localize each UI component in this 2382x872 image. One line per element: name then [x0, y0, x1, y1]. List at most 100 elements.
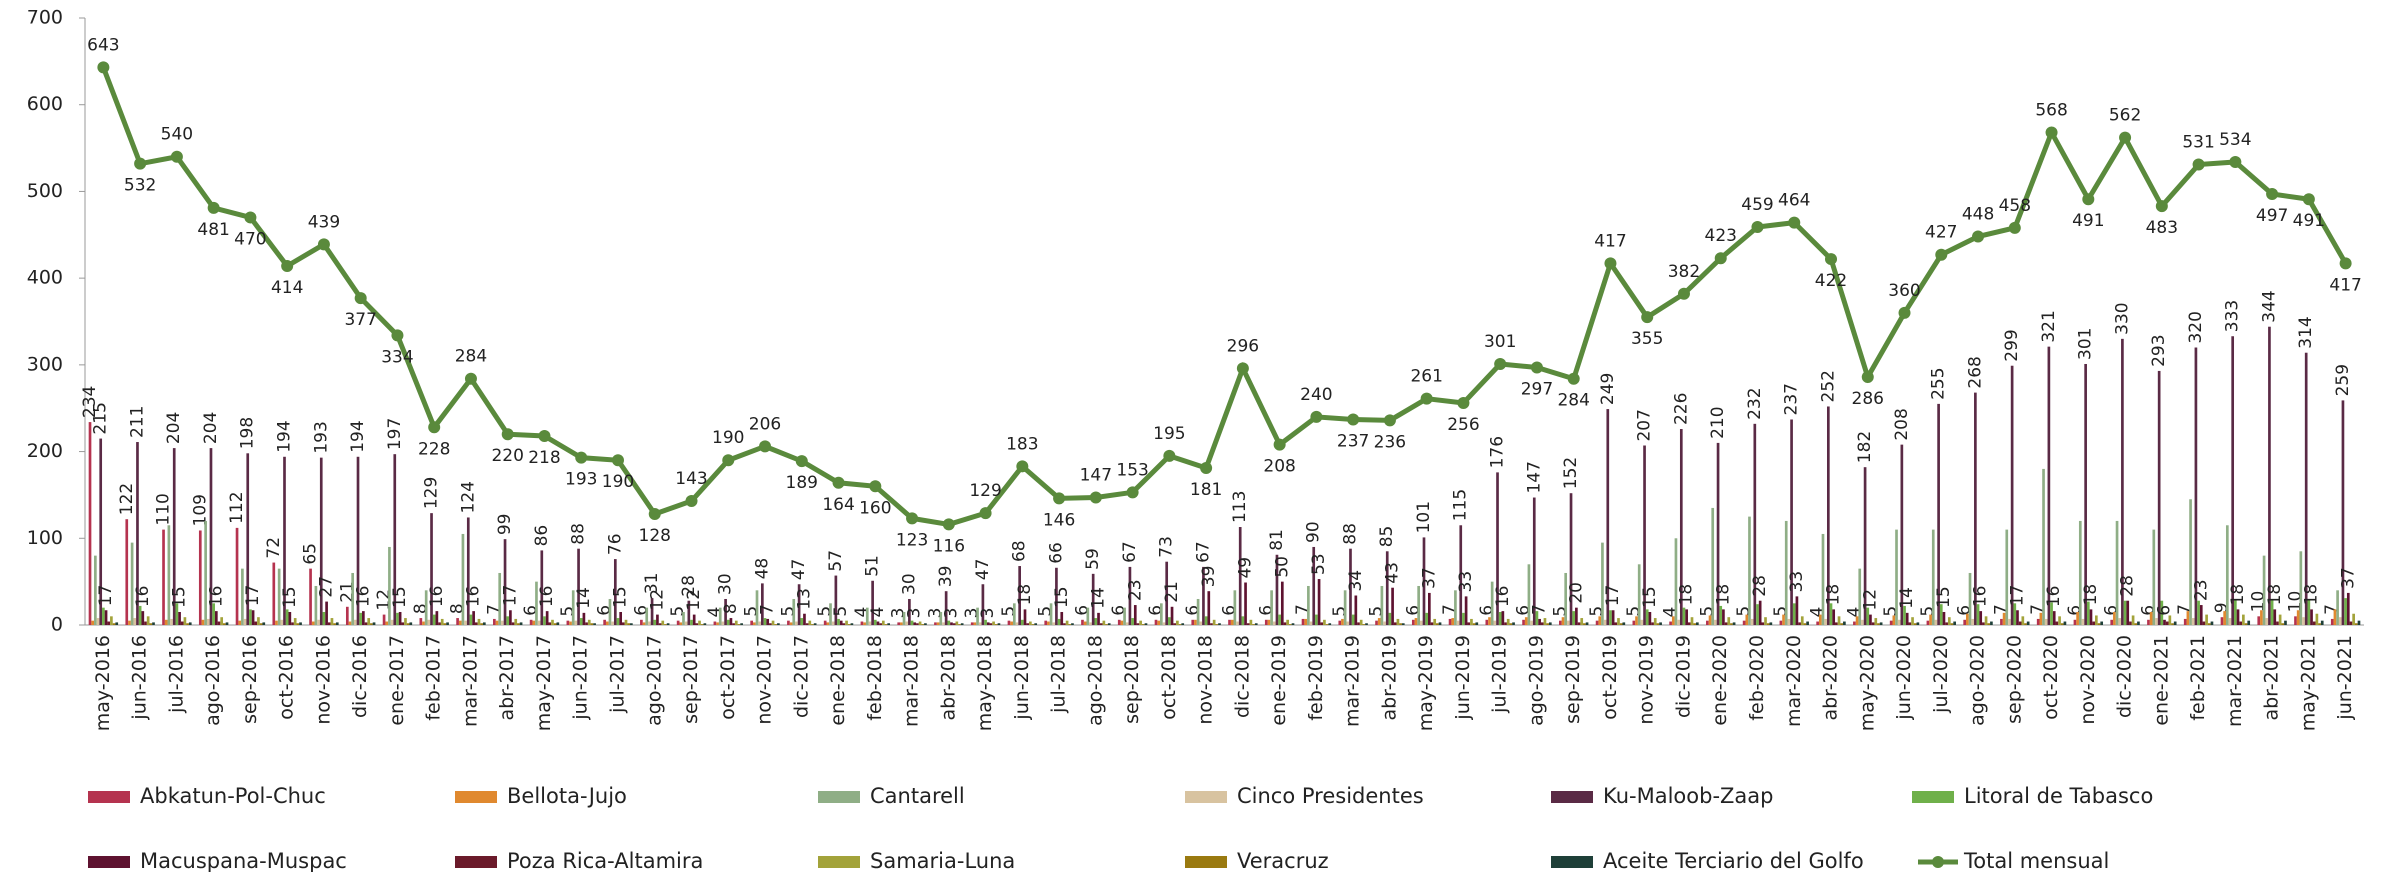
bar: [2183, 618, 2187, 625]
bar: [438, 622, 441, 625]
data-label: 423: [1705, 226, 1737, 246]
bar: [1764, 617, 1767, 625]
bar: [2123, 600, 2127, 625]
line-point: [942, 518, 955, 531]
bar: [726, 619, 730, 625]
bar: [406, 623, 410, 625]
y-tick-label: 0: [51, 614, 63, 636]
bar: [1569, 493, 1573, 625]
bar: [2318, 623, 2321, 625]
bar: [1837, 616, 1841, 625]
legend-swatch: [455, 856, 497, 868]
data-label: 5: [778, 606, 798, 617]
legend-label: Aceite Terciario del Golfo: [1603, 849, 1864, 872]
line-point: [795, 455, 808, 468]
bar: [1748, 516, 1751, 625]
x-tick-label: oct-2020: [2040, 635, 2062, 720]
data-label: 193: [311, 421, 331, 453]
bar: [2236, 609, 2240, 625]
bar: [1354, 595, 1358, 625]
data-label: 330: [2112, 302, 2132, 334]
bar: [1558, 620, 1562, 625]
data-label: 47: [973, 559, 993, 581]
bar: [335, 622, 339, 625]
bar: [2134, 623, 2138, 625]
bar: [900, 622, 903, 625]
line-point: [317, 238, 330, 251]
bar: [1181, 623, 1185, 625]
data-label: 7: [2322, 604, 2342, 615]
bar: [1506, 618, 1510, 625]
bar: [2039, 612, 2043, 625]
bar: [299, 622, 302, 625]
bar: [970, 622, 974, 625]
bar: [574, 620, 578, 625]
bar: [2276, 621, 2279, 625]
bar: [1929, 614, 1932, 625]
line-point: [538, 429, 551, 442]
bar: [630, 623, 633, 625]
bar: [1926, 620, 1930, 625]
bar: [1821, 533, 1825, 625]
line-point: [1677, 287, 1690, 300]
bar: [1609, 610, 1612, 625]
bar: [283, 456, 286, 625]
bar: [1315, 614, 1318, 625]
data-label: 90: [1304, 521, 1324, 543]
bar: [396, 612, 399, 625]
data-label: 12: [1860, 589, 1880, 611]
bar: [656, 614, 659, 625]
bar: [1877, 623, 1880, 625]
x-tick-label: may-2019: [1415, 635, 1437, 731]
bar: [2349, 621, 2353, 625]
bar: [1047, 621, 1050, 625]
data-label: 568: [2035, 100, 2067, 120]
data-label: 534: [2219, 130, 2251, 150]
bar: [1236, 621, 1239, 625]
bar: [797, 584, 801, 625]
data-label: 113: [1230, 491, 1250, 523]
bar: [535, 581, 538, 625]
bar: [464, 620, 467, 625]
x-tick-label: jun-2021: [2334, 635, 2356, 721]
bar: [1826, 406, 1830, 625]
bar: [1832, 609, 1836, 625]
data-label: 16: [206, 585, 226, 607]
x-tick-label: nov-2016: [312, 635, 334, 725]
data-label: 15: [1934, 586, 1954, 608]
bar: [769, 623, 772, 625]
data-label: 355: [1631, 329, 1663, 349]
x-tick-label: ago-2016: [202, 635, 224, 726]
bar: [1682, 607, 1686, 625]
x-tick-label: jun-2017: [570, 635, 592, 721]
bar: [186, 623, 189, 625]
data-label: 414: [271, 278, 303, 298]
bar: [1323, 619, 1326, 625]
bar: [1411, 619, 1415, 625]
legend-label: Samaria-Luna: [870, 849, 1015, 872]
bar: [1548, 622, 1552, 625]
bar: [1643, 445, 1646, 625]
bar: [571, 590, 575, 625]
bar: [1341, 618, 1344, 625]
bar: [1913, 623, 1917, 625]
data-label: 17: [243, 585, 263, 607]
bar: [364, 622, 368, 625]
data-label: 232: [1745, 387, 1765, 419]
bar: [1824, 618, 1827, 625]
bar: [1044, 620, 1048, 625]
data-label: 297: [1521, 379, 1553, 399]
bar: [1304, 618, 1308, 625]
data-label: 5: [742, 606, 762, 617]
data-label: 16: [427, 585, 447, 607]
bar: [529, 619, 533, 625]
data-label: 15: [280, 586, 300, 608]
bar: [1359, 619, 1363, 625]
bar: [2281, 623, 2285, 625]
bar: [787, 620, 790, 625]
bar: [1419, 620, 1423, 625]
line-point: [464, 372, 477, 385]
y-tick-label: 700: [27, 7, 63, 29]
bar: [537, 620, 541, 625]
bar: [1671, 616, 1675, 625]
